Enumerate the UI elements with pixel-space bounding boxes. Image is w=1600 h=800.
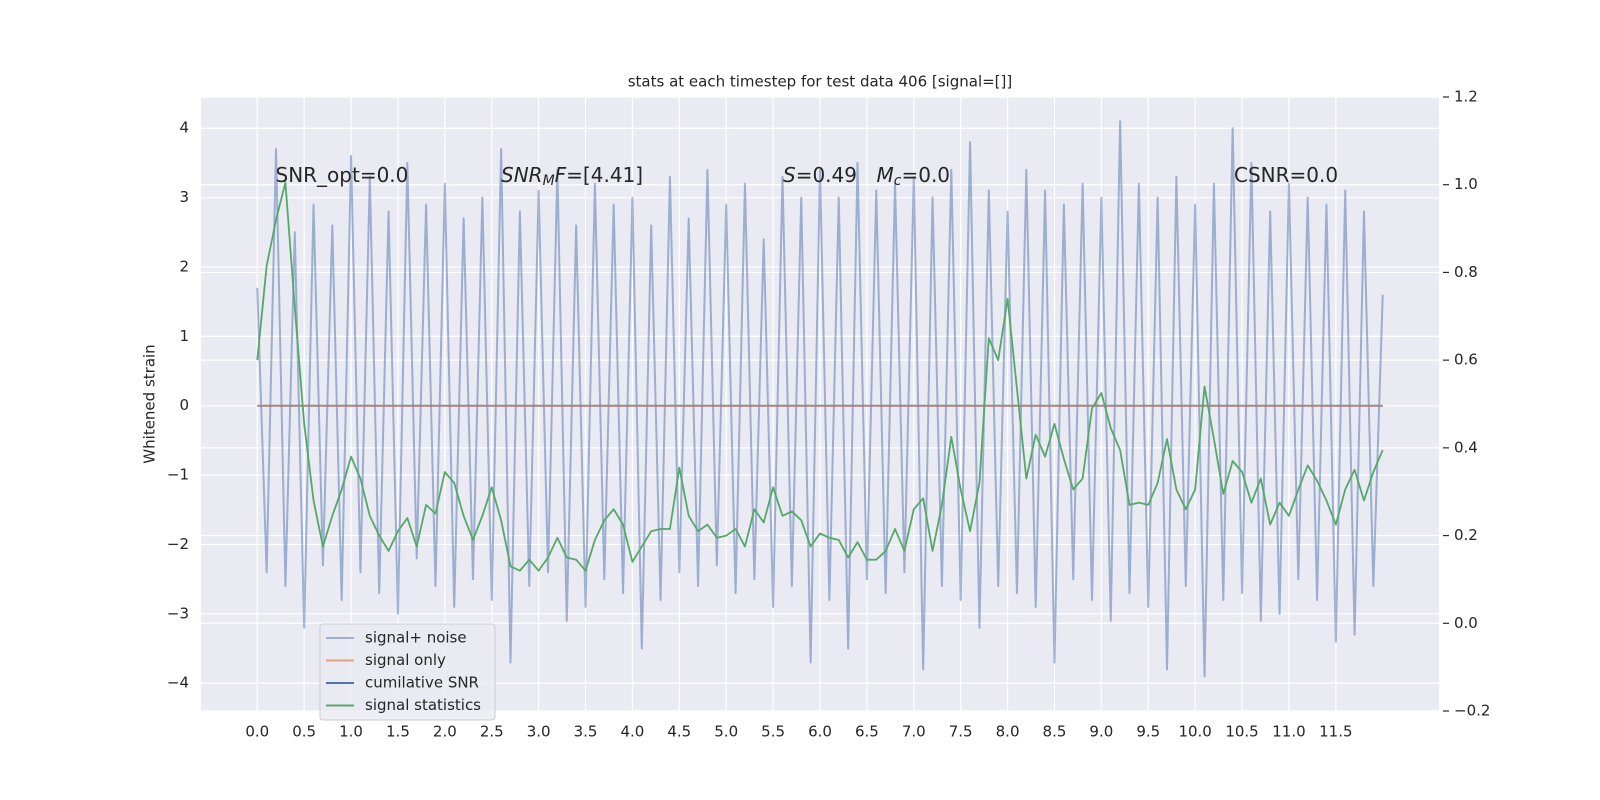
annotation: S=0.49 [783,163,857,187]
legend-box [319,623,496,721]
y-tick-label: 1 [179,327,189,345]
annotation: Mc=0.0 [877,163,951,190]
y-tick-label: −3 [167,604,189,622]
y2-tick-label: 0.4 [1454,438,1478,456]
legend-label: signal+ noise [365,629,467,647]
x-tick-label: 7.0 [902,723,926,741]
x-tick-label: 5.0 [714,723,738,741]
x-tick-label: 9.0 [1089,723,1113,741]
x-tick-label: 9.5 [1136,723,1160,741]
x-tick-label: 0.5 [292,723,316,741]
y-tick-label: −2 [167,535,189,553]
y-tick-label: 0 [179,396,189,414]
series-line [256,181,1384,572]
annotation: CSNR=0.0 [1234,163,1338,187]
y-axis-label: Whitened strain [141,344,159,463]
legend-label: cumilative SNR [365,674,479,692]
x-tick-label: 1.5 [386,723,410,741]
x-tick-label: 11.0 [1272,723,1305,741]
annotation-part: =0.49 [796,163,857,187]
x-tick-label: 4.5 [667,723,691,741]
annotation-part: =0.0 [901,163,950,187]
legend-label: signal only [365,651,446,669]
y2-tick-label: 0.6 [1454,351,1478,369]
y2-tick-label: 0.0 [1454,614,1478,632]
y2-tick-label: 0.8 [1454,263,1478,281]
annotation: SNRMF=[4.41] [501,163,643,190]
annotation-part: M [877,163,894,187]
x-tick-label: 10.0 [1178,723,1211,741]
x-tick-label: 8.0 [996,723,1020,741]
annotation-part: SNR [501,163,543,187]
y2-tick-label: −0.2 [1454,702,1490,720]
y-tick-label: −1 [167,466,189,484]
x-tick-label: 6.5 [855,723,879,741]
annotation-part: c [894,173,902,189]
annotation-part: F [555,163,567,187]
y-tick-label: −4 [167,674,189,692]
annotation-part: SNR_opt=0.0 [276,163,409,187]
annotation-part: CSNR=0.0 [1234,163,1338,187]
x-tick-label: 10.5 [1225,723,1258,741]
x-tick-label: 3.5 [574,723,598,741]
y-tick-label: 3 [179,188,189,206]
y-tick-label: 2 [179,257,189,275]
y2-tick-label: 1.0 [1454,175,1478,193]
annotation-part: S [783,163,796,187]
chart-title: stats at each timestep for test data 406… [628,73,1013,91]
x-tick-label: 2.5 [480,723,504,741]
y2-tick-label: 0.2 [1454,526,1478,544]
annotation: SNR_opt=0.0 [276,163,409,187]
legend-label: signal statistics [365,696,481,714]
x-tick-label: 3.0 [527,723,551,741]
x-tick-label: 6.0 [808,723,832,741]
x-tick-label: 7.5 [949,723,973,741]
x-tick-label: 0.0 [245,723,269,741]
series-line [256,120,1384,678]
x-tick-label: 4.0 [620,723,644,741]
x-tick-label: 2.0 [433,723,457,741]
x-tick-label: 1.0 [339,723,363,741]
y-tick-label: 4 [179,119,189,137]
x-tick-label: 11.5 [1319,723,1352,741]
x-tick-label: 5.5 [761,723,785,741]
annotation-part: M [543,173,555,189]
annotation-part: =[4.41] [566,163,643,187]
x-tick-label: 8.5 [1043,723,1067,741]
y2-tick-label: 1.2 [1454,88,1478,106]
